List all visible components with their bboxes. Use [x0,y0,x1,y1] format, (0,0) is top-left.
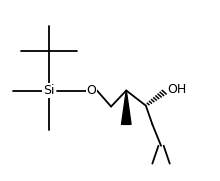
Text: OH: OH [168,83,187,96]
Text: O: O [87,84,97,97]
Text: Si: Si [43,84,55,97]
Polygon shape [121,90,131,124]
